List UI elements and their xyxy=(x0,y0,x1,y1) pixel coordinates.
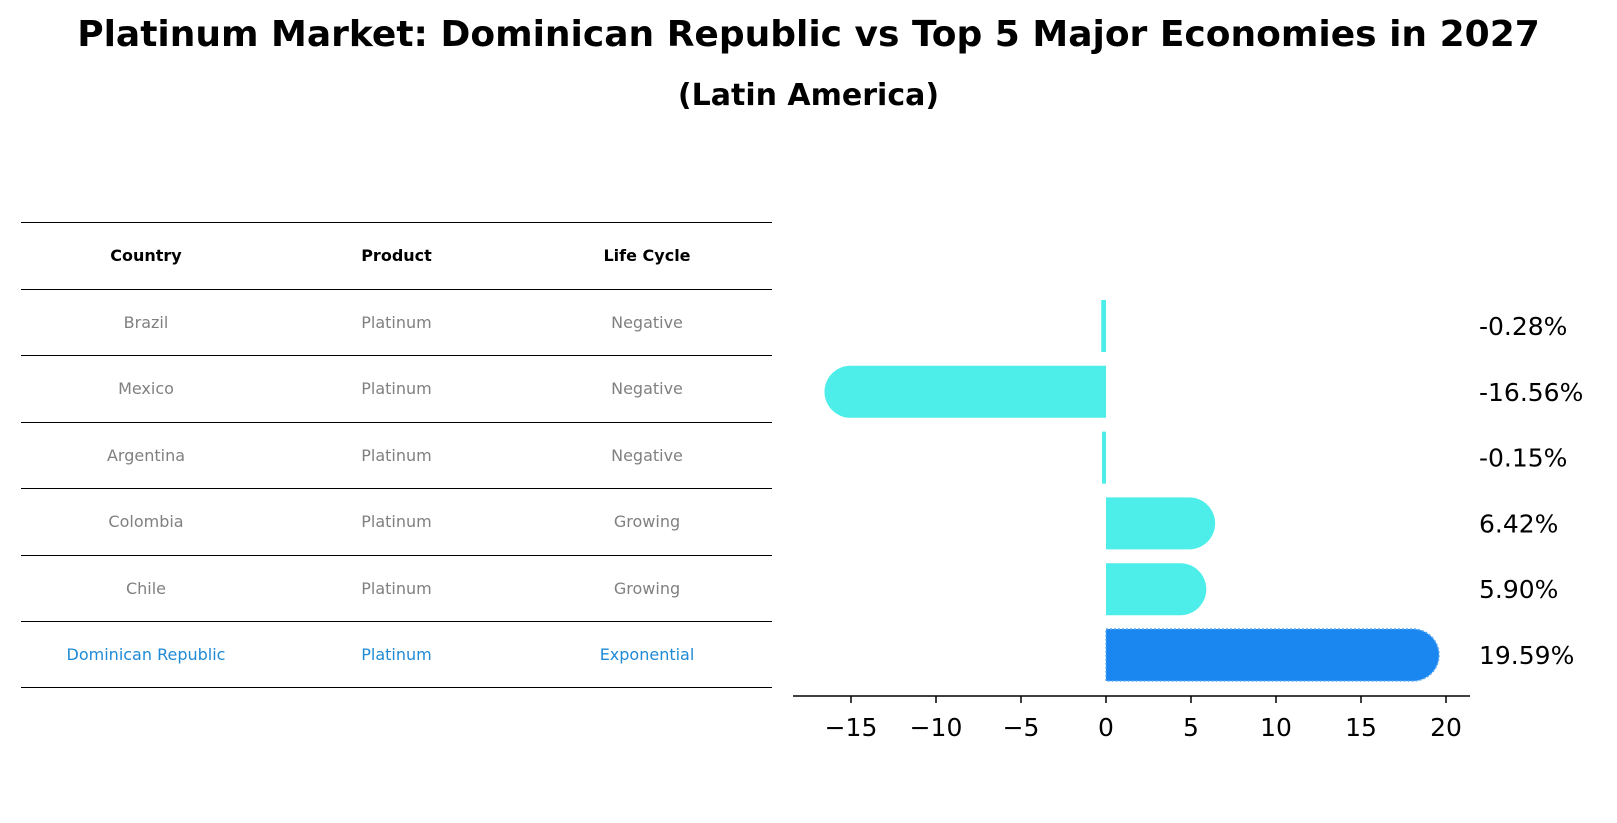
x-tick-label: −10 xyxy=(910,713,963,742)
country-cell: Chile xyxy=(125,578,167,598)
table-row: Argentina Platinum Negative xyxy=(21,421,772,489)
x-tick-label: 15 xyxy=(1345,713,1377,742)
data-label: -16.56% xyxy=(1479,378,1583,407)
bar xyxy=(824,365,1106,418)
bar xyxy=(1106,563,1207,616)
life-cycle-cell: Exponential xyxy=(599,644,695,664)
x-tick-label: 10 xyxy=(1260,713,1292,742)
bar xyxy=(1101,300,1106,352)
table-row-highlight: Dominican Republic Platinum Exponential xyxy=(21,621,772,688)
chart-subtitle: (Latin America) xyxy=(677,78,940,113)
table-header-row: Country Product Life Cycle xyxy=(21,222,772,289)
data-label: -0.28% xyxy=(1479,312,1567,341)
life-cycle-cell: Negative xyxy=(611,445,683,465)
header-country: Country xyxy=(110,246,182,266)
country-cell: Brazil xyxy=(123,312,169,332)
country-cell: Colombia xyxy=(108,512,184,532)
bar xyxy=(1106,497,1216,550)
table-row: Colombia Platinum Growing xyxy=(21,488,772,555)
product-cell: Platinum xyxy=(361,312,432,332)
product-cell: Platinum xyxy=(361,644,432,664)
data-label: 5.90% xyxy=(1479,575,1558,604)
country-cell: Mexico xyxy=(118,379,174,399)
product-cell: Platinum xyxy=(361,578,432,598)
table-row: Brazil Platinum Negative xyxy=(21,288,772,356)
header-life-cycle: Life Cycle xyxy=(603,246,691,266)
life-cycle-cell: Growing xyxy=(613,512,681,532)
data-table: Country Product Life Cycle Brazil Platin… xyxy=(21,222,772,688)
header-product: Product xyxy=(361,246,432,266)
data-label: -0.15% xyxy=(1479,444,1567,473)
life-cycle-cell: Negative xyxy=(611,312,683,332)
x-tick-label: −15 xyxy=(825,713,878,742)
product-cell: Platinum xyxy=(361,445,432,465)
highlight-bar xyxy=(1105,628,1440,682)
life-cycle-cell: Negative xyxy=(611,379,683,399)
country-cell: Argentina xyxy=(106,445,186,465)
x-tick-label: −5 xyxy=(1003,713,1040,742)
data-label: 19.59% xyxy=(1479,641,1574,670)
product-cell: Platinum xyxy=(361,512,432,532)
life-cycle-cell: Growing xyxy=(613,578,681,598)
x-tick-label: 0 xyxy=(1098,713,1114,742)
x-tick-label: 20 xyxy=(1430,713,1462,742)
chart-title: Platinum Market: Dominican Republic vs T… xyxy=(77,14,1540,55)
table-row: Mexico Platinum Negative xyxy=(21,355,772,422)
country-cell: Dominican Republic xyxy=(66,644,226,664)
table-row: Chile Platinum Growing xyxy=(21,554,772,622)
data-label: 6.42% xyxy=(1479,509,1558,538)
product-cell: Platinum xyxy=(361,379,432,399)
bar xyxy=(1102,431,1106,484)
x-tick-label: 5 xyxy=(1183,713,1199,742)
